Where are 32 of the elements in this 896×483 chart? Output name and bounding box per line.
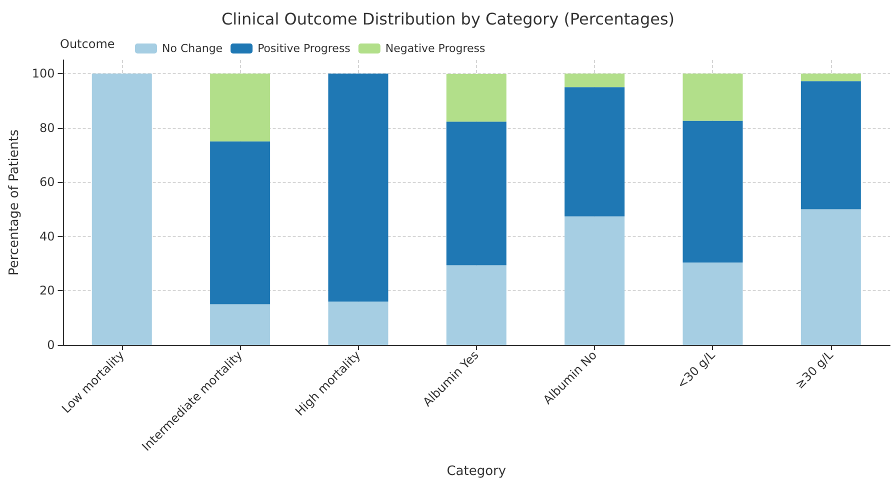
y-tick-label: 100 xyxy=(32,66,55,81)
chart-title: Clinical Outcome Distribution by Category (Percentages) xyxy=(221,10,675,28)
legend-title: Outcome xyxy=(60,37,115,51)
bar xyxy=(564,87,625,216)
y-tick-label: 40 xyxy=(40,229,55,244)
bar xyxy=(328,74,388,302)
y-tick-label: 80 xyxy=(40,120,55,135)
bar xyxy=(446,122,506,266)
bar xyxy=(564,216,625,345)
y-tick-label: 60 xyxy=(40,175,55,190)
bar xyxy=(800,74,861,82)
bar xyxy=(210,304,270,345)
bar xyxy=(92,74,152,345)
bar xyxy=(564,74,625,88)
y-tick-label: 20 xyxy=(40,284,55,298)
legend-label: Positive Progress xyxy=(258,42,351,55)
bar xyxy=(800,209,861,345)
bar xyxy=(446,74,506,122)
bar xyxy=(210,74,270,142)
bar xyxy=(328,302,388,345)
y-tick-label: 0 xyxy=(47,338,55,352)
bar xyxy=(682,74,743,121)
bar xyxy=(682,120,743,262)
y-axis-title: Percentage of Patients xyxy=(7,129,22,276)
bar xyxy=(446,265,506,345)
legend-label: Negative Progress xyxy=(385,42,486,55)
x-axis-title: Category xyxy=(446,464,506,479)
bar xyxy=(800,81,861,210)
bar xyxy=(210,141,270,304)
legend-label: No Change xyxy=(162,42,223,55)
bar xyxy=(682,262,743,345)
x-tick-label: <30 g/L xyxy=(674,348,718,392)
